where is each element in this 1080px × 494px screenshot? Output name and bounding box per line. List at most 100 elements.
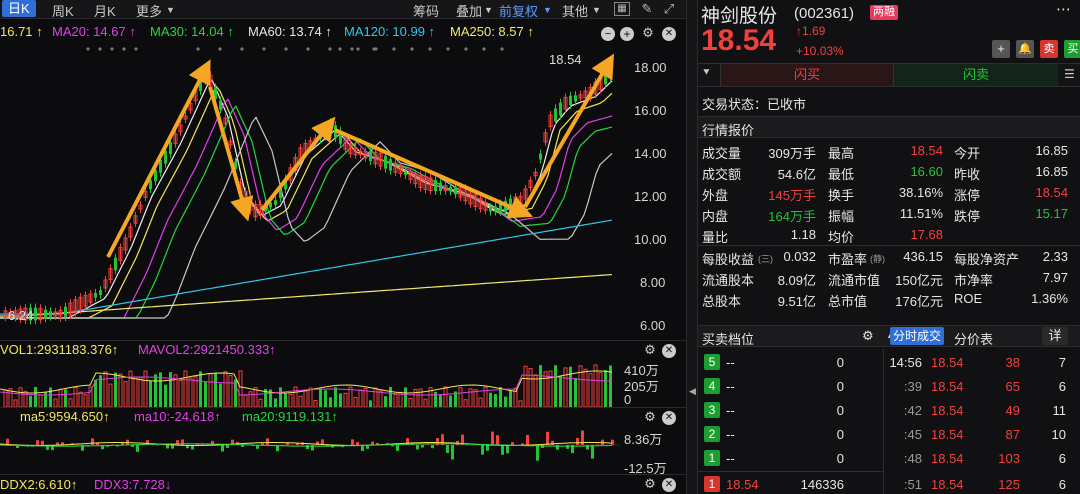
indicator-bar [551,440,554,445]
volume-bar [443,386,448,407]
indicator-legend: ma5:9594.650↑ ma10:-24.618↑ ma20:9119.13… [0,409,630,427]
trend-arrow [106,59,211,258]
close-icon[interactable]: ✕ [662,478,676,492]
pane-splitter[interactable]: ◀ [686,0,698,494]
indicator-bar [436,437,439,445]
pen-icon[interactable]: ✎ [641,1,653,16]
indicator-bar [121,442,124,445]
indicator-bar [461,434,464,445]
gear-icon[interactable]: ⚙ [644,342,656,357]
close-icon[interactable]: ✕ [662,27,676,41]
close-icon[interactable]: ✕ [662,344,676,358]
tab-day-k[interactable]: 日K [2,0,36,17]
quote-label: 最低 [828,167,855,182]
candle-body [214,87,217,99]
price-tick: 16.00 [634,103,667,118]
gear-icon[interactable]: ⚙ [642,25,654,40]
chevron-left-icon[interactable]: ◀ [689,386,696,396]
quote-value: 17.68 [910,227,943,242]
chevron-down-icon: ▼ [543,5,552,15]
candle-body [343,136,348,150]
tab-more[interactable]: 更多 [136,4,163,19]
collapse-icon[interactable]: ⯆ [702,67,711,79]
flash-buy-button[interactable]: 闪买 [720,64,894,86]
indicator-bar [376,442,379,445]
volume-bar [569,366,572,407]
marker-dot [446,47,450,51]
quote-row: 量比 1.18 均价 17.68 [698,225,1080,246]
buy-price: 18.54 [726,477,759,492]
quote-value: 18.54 [1035,185,1068,200]
indicator-bar [221,445,224,452]
close-icon[interactable]: ✕ [662,411,676,425]
indicator-bar [241,445,244,447]
sell-level-number: 5 [704,354,720,370]
buy-button[interactable]: 买 [1064,40,1080,58]
indicator-bar [581,430,584,445]
tab-ticks[interactable]: 分时成交 [890,327,945,345]
flash-sell-button[interactable]: 闪卖 [894,64,1058,86]
grid-icon[interactable]: ▦ [614,2,630,16]
bell-icon[interactable]: 🔔 [1016,40,1034,58]
quote-value: 309万手 [768,146,816,161]
indicator-bar [571,445,574,454]
volume-bar [238,370,243,407]
gear-icon[interactable]: ⚙ [644,476,656,491]
add-watchlist-icon[interactable]: + [992,40,1010,58]
indicator-bar [296,443,299,445]
gear-icon[interactable]: ⚙ [862,328,874,343]
minus-icon[interactable]: − [601,27,615,41]
chips-button[interactable]: 筹码 [413,4,440,19]
tick-row: :48 18.54 103 6 [885,447,1080,469]
adjust-button[interactable]: 前复权 [499,4,539,19]
fullscreen-icon[interactable]: ⤢ [663,1,675,16]
candle-body [358,150,363,156]
volume-bar [208,373,213,407]
volume-bar [288,393,293,407]
candle-body [58,309,63,319]
tick-count: 6 [1058,451,1066,466]
ddx2-value: DDX2:6.610↑ [0,477,78,492]
divider [0,407,686,408]
candle-body [404,171,407,175]
indicator-bar [171,445,174,449]
indicator-bar [46,445,49,450]
menu-icon[interactable]: ☰ [1064,67,1075,81]
indicator-bar [6,438,9,445]
detail-button[interactable]: 详 [1042,327,1068,345]
indicator-bar [316,441,319,445]
tab-price-table[interactable]: 分价表 [954,332,994,347]
volume-bar [494,394,497,407]
gear-icon[interactable]: ⚙ [644,409,656,424]
marker-dot [428,47,432,51]
fund-note: (三) [758,254,773,264]
volume-bar [223,371,228,407]
other-button[interactable]: 其他 [562,4,589,19]
tab-week-k[interactable]: 周K [52,4,74,19]
ma20-value: MA20: 14.67 ↑ [52,24,136,39]
candle-body [234,161,237,169]
volume-bar [489,392,492,407]
volume-tick: 410万 [624,363,659,378]
candle-body [274,200,277,205]
candle-body [219,100,222,110]
tab-month-k[interactable]: 月K [94,4,116,19]
chevron-down-icon[interactable]: ▼ [166,5,175,15]
volume-bar [99,375,102,407]
price-tick: 12.00 [634,189,667,204]
moving-average-line [0,274,613,317]
ddx3-value: DDX3:7.728↓ [94,477,172,492]
quote-value: 16.85 [1035,164,1068,179]
volume-bar [504,396,507,407]
overlay-button[interactable]: 叠加 [456,4,483,19]
indicator-bar [416,445,419,450]
marker-dot [98,47,102,51]
more-icon[interactable]: ⋯ [1056,1,1071,18]
sell-button[interactable]: 卖 [1040,40,1058,58]
plus-icon[interactable]: + [620,27,634,41]
quote-value: 145万手 [768,188,816,203]
candle-body [154,169,157,182]
fund-label: 总市值 [828,294,868,309]
sell-volume: 0 [836,379,844,394]
volume-bar [548,370,553,407]
